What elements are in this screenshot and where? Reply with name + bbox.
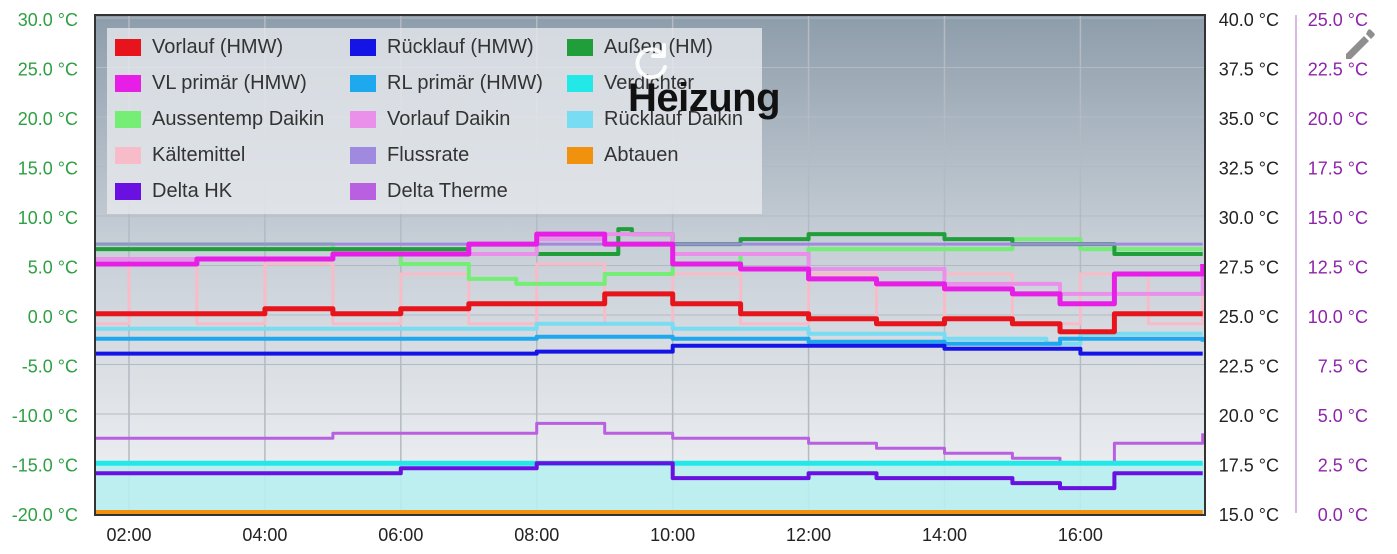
- y-right2-tick-label: 7.5 °C: [1318, 357, 1368, 377]
- legend-label: Delta HK: [152, 179, 233, 202]
- legend-item[interactable]: Delta Therme: [350, 178, 508, 204]
- x-tick-label: 16:00: [1058, 525, 1103, 545]
- legend-swatch: [567, 74, 593, 92]
- y-right2-tick-label: 15.0 °C: [1308, 208, 1368, 228]
- y-right1-tick-label: 40.0 °C: [1219, 10, 1279, 30]
- legend-label: Rücklauf (HMW): [387, 35, 534, 58]
- legend-item[interactable]: Verdichter: [567, 70, 694, 96]
- legend-swatch: [115, 146, 141, 164]
- y-right1-tick-label: 20.0 °C: [1219, 406, 1279, 426]
- legend-label: RL primär (HMW): [387, 71, 543, 94]
- y-left-tick-label: 10.0 °C: [18, 208, 78, 228]
- y-left-tick-label: -10.0 °C: [12, 406, 78, 426]
- y-right2-tick-label: 5.0 °C: [1318, 406, 1368, 426]
- legend-item[interactable]: RL primär (HMW): [350, 70, 543, 96]
- y-right1-tick-label: 17.5 °C: [1219, 456, 1279, 476]
- legend-label: Abtauen: [604, 143, 679, 166]
- series-line-vl-primär-hmw: [95, 231, 1206, 307]
- y-left-tick-label: 20.0 °C: [18, 109, 78, 129]
- legend-item[interactable]: Delta HK: [115, 178, 232, 204]
- legend-item[interactable]: Rücklauf Daikin: [567, 106, 743, 132]
- series-line-rücklauf-hmw: [95, 343, 1203, 356]
- y-left-tick-label: 0.0 °C: [28, 307, 78, 327]
- y-right2-tick-label: 22.5 °C: [1308, 60, 1368, 80]
- x-tick-label: 14:00: [922, 525, 967, 545]
- legend-item[interactable]: Abtauen: [567, 142, 679, 168]
- y-right1-tick-label: 30.0 °C: [1219, 208, 1279, 228]
- y-right1-tick-label: 32.5 °C: [1219, 159, 1279, 179]
- y-left-tick-label: 25.0 °C: [18, 60, 78, 80]
- legend-label: Außen (HM): [604, 35, 713, 58]
- legend-item[interactable]: Rücklauf (HMW): [350, 34, 534, 60]
- y-left-tick-label: 5.0 °C: [28, 258, 78, 278]
- pencil-edit-icon[interactable]: [1340, 24, 1380, 64]
- legend-item[interactable]: VL primär (HMW): [115, 70, 307, 96]
- x-tick-label: 08:00: [514, 525, 559, 545]
- legend-swatch: [115, 182, 141, 200]
- y-left-tick-label: -15.0 °C: [12, 456, 78, 476]
- legend-label: Vorlauf (HMW): [152, 35, 284, 58]
- x-tick-label: 12:00: [786, 525, 831, 545]
- legend-item[interactable]: Kältemittel: [115, 142, 245, 168]
- legend-swatch: [350, 110, 376, 128]
- verdichter-fill-area: [95, 463, 1205, 513]
- legend-item[interactable]: Vorlauf (HMW): [115, 34, 283, 60]
- reload-icon[interactable]: [628, 40, 674, 86]
- legend-label: Kältemittel: [152, 143, 246, 166]
- x-tick-label: 04:00: [242, 525, 287, 545]
- y-left-tick-label: 15.0 °C: [18, 159, 78, 179]
- legend-swatch: [350, 146, 376, 164]
- legend: Vorlauf (HMW) Rücklauf (HMW) Außen (HM) VL …: [107, 28, 762, 214]
- plot-border: [94, 14, 1206, 516]
- legend-swatch: [567, 38, 593, 56]
- y-left-tick-label: 30.0 °C: [18, 10, 78, 30]
- series-line-vorlauf-hmw: [95, 291, 1203, 335]
- legend-label: Aussentemp Daikin: [152, 107, 325, 130]
- legend-label: Vorlauf Daikin: [387, 107, 511, 130]
- legend-swatch: [350, 38, 376, 56]
- legend-swatch: [350, 182, 376, 200]
- x-tick-label: 06:00: [378, 525, 423, 545]
- x-tick-label: 10:00: [650, 525, 695, 545]
- y-right1-tick-label: 15.0 °C: [1219, 505, 1279, 525]
- legend-swatch: [567, 146, 593, 164]
- legend-label: Verdichter: [604, 71, 695, 94]
- series-line-rücklauf-daikin: [95, 321, 1203, 346]
- y-right2-tick-label: 2.5 °C: [1318, 456, 1368, 476]
- y-right2-tick-label: 20.0 °C: [1308, 109, 1368, 129]
- y-right1-tick-label: 35.0 °C: [1219, 109, 1279, 129]
- chart-title: Heizung: [628, 76, 781, 120]
- y-right2-tick-label: 0.0 °C: [1318, 505, 1368, 525]
- series-group: [95, 227, 1206, 516]
- legend-label: Flussrate: [387, 143, 470, 166]
- y-right1-tick-label: 22.5 °C: [1219, 357, 1279, 377]
- y-left-tick-label: -20.0 °C: [12, 505, 78, 525]
- y-right1-tick-label: 27.5 °C: [1219, 258, 1279, 278]
- y-left-tick-label: -5.0 °C: [22, 357, 78, 377]
- y-right1-tick-label: 25.0 °C: [1219, 307, 1279, 327]
- legend-swatch: [115, 110, 141, 128]
- y-right2-tick-label: 17.5 °C: [1308, 159, 1368, 179]
- legend-item[interactable]: Vorlauf Daikin: [350, 106, 510, 132]
- legend-swatch: [115, 38, 141, 56]
- series-line-delta-hk: [95, 461, 1203, 491]
- series-line-rl-primär-hmw: [95, 334, 1205, 346]
- axis-labels: 30.0 °C 25.0 °C 20.0 °C 15.0 °C 10.0 °C 5.0 °…: [12, 10, 1368, 545]
- legend-swatch: [115, 74, 141, 92]
- y-right1-tick-label: 37.5 °C: [1219, 60, 1279, 80]
- legend-label: Delta Therme: [387, 179, 508, 202]
- legend-item[interactable]: Flussrate: [350, 142, 469, 168]
- legend-item[interactable]: Außen (HM): [567, 34, 713, 60]
- legend-item[interactable]: Aussentemp Daikin: [115, 106, 324, 132]
- legend-swatch: [567, 110, 593, 128]
- y-right2-tick-label: 10.0 °C: [1308, 307, 1368, 327]
- legend-label: VL primär (HMW): [152, 71, 307, 94]
- legend-swatch: [350, 74, 376, 92]
- legend-label: Rücklauf Daikin: [604, 107, 743, 130]
- x-tick-label: 02:00: [106, 525, 151, 545]
- y-right2-tick-label: 12.5 °C: [1308, 258, 1368, 278]
- y-right2-tick-label: 25.0 °C: [1308, 10, 1368, 30]
